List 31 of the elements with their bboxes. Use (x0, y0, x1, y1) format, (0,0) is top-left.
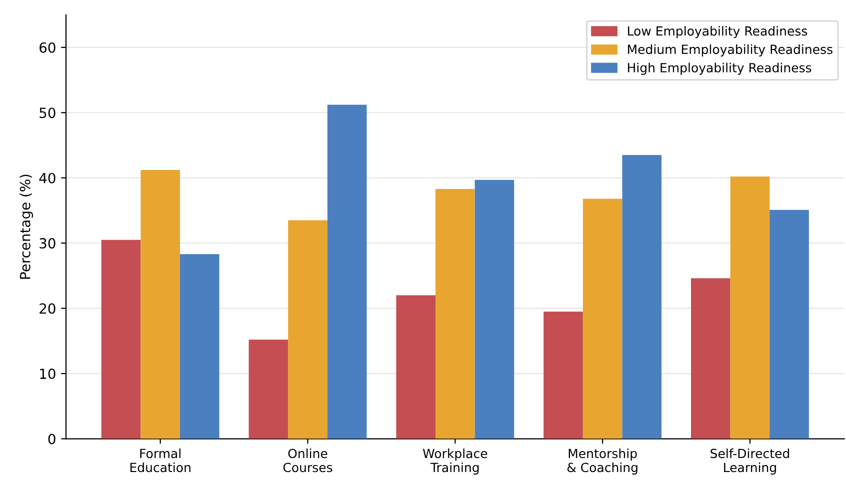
x-tick-label: Mentorship & Coaching (567, 448, 638, 475)
bar (544, 312, 583, 439)
bar (770, 210, 809, 439)
legend-label: Medium Employability Readiness (628, 44, 832, 56)
y-tick-label: 20 (40, 303, 56, 314)
bar (582, 198, 622, 439)
y-tick-label: 60 (40, 42, 56, 53)
bar (691, 278, 730, 439)
legend-label: Low Employability Readiness (628, 26, 808, 38)
x-tick-label: Workplace Training (422, 448, 488, 475)
bar (327, 104, 367, 439)
y-tick-label: 30 (40, 238, 56, 249)
y-tick-label: 10 (40, 368, 56, 380)
y-axis-title: Percentage (%) (20, 174, 34, 279)
bar (101, 240, 141, 439)
bar (180, 254, 220, 439)
bar (140, 170, 180, 439)
bar (474, 180, 514, 439)
y-tick-label: 40 (39, 172, 56, 184)
bar (396, 295, 436, 439)
y-tick-label: 0 (48, 434, 56, 444)
bar (288, 220, 328, 439)
x-tick-label: Self-Directed Learning (710, 448, 790, 475)
legend-label: High Employability Readiness (628, 62, 812, 75)
x-tick-label: Online Courses (283, 448, 332, 472)
bar (622, 155, 662, 439)
bar (248, 340, 288, 439)
bar (435, 188, 475, 439)
y-tick-label: 50 (40, 108, 56, 118)
x-tick-label: Formal Education (130, 448, 190, 472)
bar (730, 176, 770, 439)
